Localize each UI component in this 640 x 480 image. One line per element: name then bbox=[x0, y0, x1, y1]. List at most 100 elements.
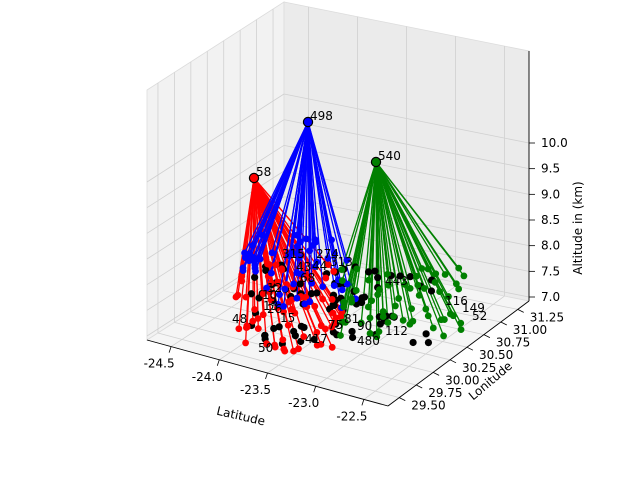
data-point bbox=[406, 320, 414, 328]
hub-point bbox=[302, 116, 314, 128]
y-tick bbox=[399, 397, 406, 401]
data-point bbox=[313, 329, 321, 336]
data-point bbox=[368, 297, 376, 305]
y-tick-label: 31.25 bbox=[530, 310, 564, 324]
ground-point bbox=[422, 330, 430, 338]
x-axis-label: Latitude bbox=[215, 404, 266, 429]
data-point bbox=[424, 312, 432, 320]
x-tick bbox=[313, 386, 317, 393]
data-point bbox=[290, 280, 297, 288]
data-point bbox=[281, 285, 289, 293]
data-point bbox=[366, 330, 374, 337]
y-tick-label: 30.00 bbox=[445, 373, 479, 387]
hub-point bbox=[370, 156, 382, 168]
data-point bbox=[330, 282, 338, 289]
data-point bbox=[457, 326, 465, 334]
ground-point bbox=[374, 274, 382, 282]
data-point bbox=[301, 300, 309, 308]
data-point bbox=[376, 286, 383, 294]
point-label: 417 bbox=[305, 332, 328, 346]
data-point bbox=[440, 332, 447, 340]
edge-line bbox=[375, 161, 465, 277]
y-tick bbox=[500, 321, 507, 326]
data-point bbox=[280, 308, 287, 316]
data-point bbox=[254, 325, 262, 332]
ground-point bbox=[348, 333, 357, 342]
data-point bbox=[399, 316, 407, 324]
z-tick-label: 8.0 bbox=[541, 239, 560, 253]
data-point bbox=[235, 325, 243, 333]
data-point bbox=[455, 285, 463, 293]
data-point bbox=[364, 303, 372, 311]
point-label: 50 bbox=[258, 341, 273, 355]
data-point bbox=[274, 278, 282, 286]
data-point bbox=[284, 321, 292, 329]
data-point bbox=[267, 269, 275, 277]
data-point bbox=[305, 273, 312, 281]
ground-point bbox=[262, 266, 270, 275]
z-gridline bbox=[283, 93, 530, 144]
x-tick bbox=[361, 399, 365, 406]
data-point bbox=[452, 280, 460, 288]
data-point bbox=[267, 296, 275, 303]
data-point bbox=[322, 274, 330, 282]
data-point bbox=[241, 249, 248, 257]
data-point bbox=[311, 302, 319, 310]
x-tick bbox=[168, 346, 172, 353]
y-tick bbox=[517, 309, 524, 313]
data-point bbox=[328, 343, 336, 351]
hub-label: 58 bbox=[256, 165, 271, 179]
y-tick bbox=[466, 346, 474, 351]
ground-point bbox=[348, 327, 356, 336]
data-point bbox=[365, 276, 373, 284]
edge-line bbox=[375, 161, 411, 289]
y-tick-label: 29.75 bbox=[428, 386, 462, 400]
ground-point bbox=[270, 324, 278, 333]
data-point bbox=[420, 285, 428, 292]
z-gridline bbox=[283, 119, 530, 170]
edge-line bbox=[367, 161, 377, 281]
data-point bbox=[251, 306, 259, 313]
point-label: 75 bbox=[328, 318, 343, 332]
x-tick-label: -23.0 bbox=[288, 396, 319, 410]
data-point bbox=[412, 272, 420, 280]
data-point bbox=[306, 247, 314, 255]
point-label: 149 bbox=[462, 301, 485, 315]
data-point bbox=[321, 325, 329, 333]
data-point bbox=[242, 339, 249, 347]
ground-point bbox=[358, 298, 366, 307]
x-gridline bbox=[315, 285, 456, 387]
data-point bbox=[338, 286, 346, 294]
y-tick bbox=[449, 359, 457, 364]
x-tick-label: -24.0 bbox=[192, 370, 223, 384]
z-axis-label: Altitude in (km) bbox=[571, 181, 585, 274]
ground-point bbox=[307, 289, 316, 298]
y-tick bbox=[483, 334, 491, 338]
data-point bbox=[432, 270, 440, 278]
data-point bbox=[415, 291, 423, 299]
data-point bbox=[337, 332, 344, 339]
data-point bbox=[331, 250, 338, 258]
edge-line bbox=[307, 121, 311, 302]
data-point bbox=[311, 236, 319, 243]
z-gridline bbox=[146, 144, 285, 234]
data-point bbox=[293, 294, 301, 302]
data-point bbox=[324, 254, 332, 262]
z-gridline bbox=[146, 119, 285, 209]
axes: -24.5 -24.0 -23.5 -23.0 -22.5 29.5029.7530.00… bbox=[144, 51, 568, 423]
ground-point bbox=[310, 335, 318, 344]
data-point bbox=[455, 264, 463, 272]
data-point bbox=[319, 295, 327, 303]
data-point bbox=[238, 277, 246, 285]
data-point bbox=[293, 249, 301, 257]
data-point bbox=[348, 298, 355, 306]
ground-point bbox=[275, 323, 283, 331]
data-point bbox=[293, 269, 301, 277]
data-point bbox=[313, 341, 321, 349]
data-point bbox=[297, 238, 304, 246]
data-point bbox=[293, 231, 301, 239]
z-gridline bbox=[283, 170, 530, 221]
y-tick-label: 29.50 bbox=[411, 399, 445, 413]
ground-point bbox=[364, 268, 373, 276]
point-label: 81 bbox=[344, 312, 359, 326]
